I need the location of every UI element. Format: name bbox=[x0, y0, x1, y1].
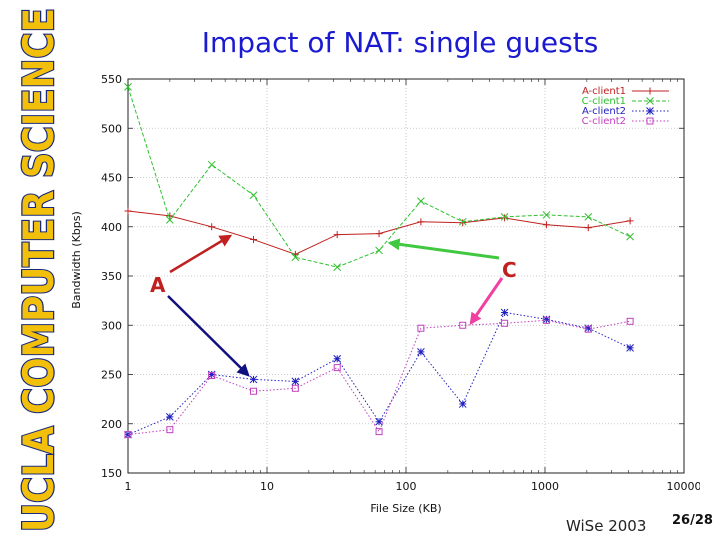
data-point bbox=[208, 223, 216, 231]
axes: 150 200 250 300 350 400 450 500 550 1 10 100 1000 100… bbox=[101, 73, 700, 493]
annotation-arrows: A C bbox=[150, 234, 517, 377]
series-line bbox=[127, 86, 631, 268]
y-tick-label: 550 bbox=[101, 73, 122, 86]
y-tick-label: 250 bbox=[101, 369, 122, 382]
series-c-client2 bbox=[124, 316, 634, 439]
series-c-client1 bbox=[124, 83, 634, 271]
data-point bbox=[458, 217, 467, 226]
data-point bbox=[500, 213, 509, 221]
annotation-label-c: C bbox=[502, 258, 517, 282]
data-point bbox=[291, 377, 300, 386]
legend-marker bbox=[646, 97, 654, 105]
data-point bbox=[459, 321, 467, 329]
data-point bbox=[166, 426, 174, 434]
footer-text: WiSe 2003 bbox=[566, 517, 647, 535]
data-point bbox=[542, 211, 551, 219]
data-point bbox=[542, 221, 550, 229]
x-tick-label: 10 bbox=[260, 480, 274, 493]
legend-marker bbox=[646, 117, 654, 125]
data-point bbox=[249, 191, 258, 200]
data-point bbox=[626, 232, 634, 241]
y-tick-label: 400 bbox=[101, 221, 122, 234]
legend-label: C-client1 bbox=[582, 96, 626, 107]
data-point bbox=[333, 364, 341, 372]
arrow-c-green bbox=[387, 238, 500, 260]
data-point bbox=[375, 417, 383, 426]
data-point bbox=[375, 246, 383, 255]
arrow-c-pink bbox=[469, 277, 504, 325]
legend-marker bbox=[646, 87, 654, 95]
data-point bbox=[626, 317, 634, 325]
series-line bbox=[127, 319, 631, 436]
logo-text: UCLA COMPUTER SCIENCE bbox=[14, 8, 63, 532]
data-point bbox=[165, 413, 174, 421]
grid bbox=[127, 78, 685, 474]
y-tick-label: 300 bbox=[101, 319, 122, 332]
arrow-a-red bbox=[169, 234, 233, 274]
data-point bbox=[333, 354, 342, 363]
slide-title: Impact of NAT: single guests bbox=[201, 26, 599, 59]
data-point bbox=[249, 375, 258, 384]
data-point bbox=[165, 216, 174, 224]
data-point bbox=[501, 214, 509, 222]
data-point bbox=[542, 316, 550, 324]
annotation-label-a: A bbox=[150, 273, 166, 297]
data-point bbox=[250, 236, 258, 244]
data-point bbox=[417, 218, 425, 226]
data-point bbox=[584, 224, 592, 232]
y-tick-label: 350 bbox=[101, 270, 122, 283]
legend-label: A-client1 bbox=[582, 86, 626, 97]
data-point bbox=[584, 213, 593, 221]
data-point bbox=[291, 384, 299, 392]
data-point bbox=[375, 428, 383, 436]
x-axis-label: File Size (KB) bbox=[370, 502, 441, 515]
data-point bbox=[417, 197, 425, 205]
ucla-cs-logo: UCLA COMPUTER SCIENCE bbox=[0, 0, 64, 540]
arrow-a-navy bbox=[167, 295, 250, 377]
y-tick-label: 200 bbox=[101, 418, 122, 431]
data-point bbox=[166, 212, 174, 220]
data-point bbox=[501, 319, 509, 327]
data-point bbox=[250, 387, 258, 395]
bandwidth-chart: 150 200 250 300 350 400 450 500 550 1 10 100 1000 100… bbox=[70, 73, 700, 515]
data-point bbox=[207, 370, 216, 379]
data-point bbox=[417, 347, 425, 356]
y-axis-label: Bandwidth (Kbps) bbox=[70, 211, 83, 309]
data-point bbox=[124, 431, 132, 439]
x-tick-label: 1000 bbox=[531, 480, 559, 493]
y-tick-label: 500 bbox=[101, 122, 122, 135]
data-point bbox=[208, 371, 216, 379]
plot-frame bbox=[127, 78, 685, 474]
data-point bbox=[584, 324, 593, 333]
data-point bbox=[626, 217, 634, 225]
data-point bbox=[584, 325, 592, 333]
legend-marker bbox=[646, 107, 654, 115]
data-point bbox=[542, 315, 551, 324]
y-tick-label: 450 bbox=[101, 172, 122, 185]
data-point bbox=[458, 400, 467, 408]
data-point bbox=[333, 263, 342, 271]
data-point bbox=[333, 231, 341, 239]
data-point bbox=[207, 160, 216, 169]
y-tick-label: 150 bbox=[101, 467, 122, 480]
series-group bbox=[124, 83, 634, 439]
data-point bbox=[124, 83, 132, 91]
x-tick-label: 1 bbox=[125, 480, 132, 493]
data-point bbox=[291, 253, 300, 262]
data-point bbox=[459, 219, 467, 227]
legend-label: C-client2 bbox=[582, 116, 626, 127]
data-point bbox=[375, 230, 383, 238]
data-point bbox=[626, 344, 634, 352]
legend-label: A-client2 bbox=[582, 106, 626, 117]
data-point bbox=[500, 308, 509, 317]
page-number: 26/28 bbox=[672, 513, 713, 528]
x-tick-label: 10000 bbox=[667, 480, 701, 493]
x-tick-label: 100 bbox=[396, 480, 417, 493]
data-point bbox=[124, 207, 132, 215]
data-point bbox=[417, 324, 425, 332]
